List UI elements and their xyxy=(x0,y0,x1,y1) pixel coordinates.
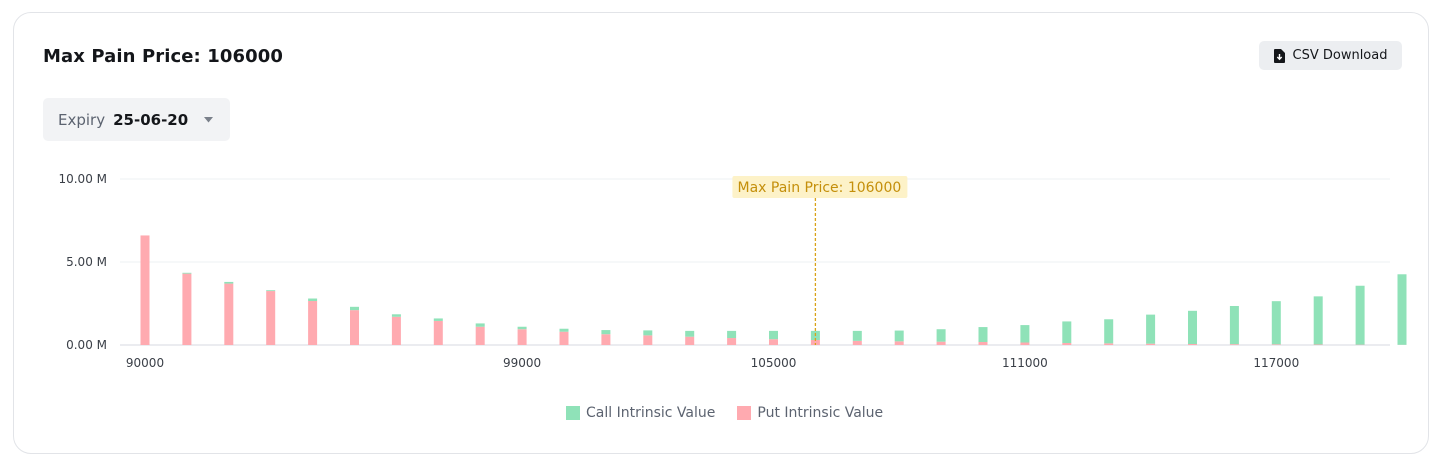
bar-put xyxy=(391,316,401,345)
expiry-label: Expiry xyxy=(58,110,106,129)
legend-item-call[interactable]: Call Intrinsic Value xyxy=(566,405,715,421)
bar-call xyxy=(1313,296,1323,345)
legend-swatch-call xyxy=(566,406,580,420)
bar-put xyxy=(182,273,192,345)
max-pain-card: Max Pain Price: 106000 CSV Download Expi… xyxy=(13,12,1429,454)
x-tick-label: 117000 xyxy=(1253,356,1299,370)
caret-down-icon xyxy=(204,116,214,122)
bar-put xyxy=(475,326,485,345)
max-pain-label: Max Pain Price: 106000 xyxy=(738,180,902,196)
bar-call xyxy=(601,330,611,335)
expiry-value: 25-06-20 xyxy=(113,110,189,129)
y-tick-label: 5.00 M xyxy=(66,255,107,269)
bar-call xyxy=(1104,319,1114,344)
bar-call xyxy=(643,330,653,336)
x-tick-label: 105000 xyxy=(751,356,797,370)
expiry-select[interactable]: Expiry 25-06-20 xyxy=(43,98,230,141)
legend-swatch-put xyxy=(737,406,752,420)
bar-put xyxy=(727,338,737,345)
page-title: Max Pain Price: 106000 xyxy=(43,46,283,67)
bar-put xyxy=(224,283,234,345)
bar-put xyxy=(308,301,318,345)
bar-put xyxy=(517,329,527,345)
bar-call xyxy=(936,329,946,342)
x-tick-label: 90000 xyxy=(126,356,164,370)
bar-call xyxy=(1355,285,1365,345)
bar-put xyxy=(140,235,150,345)
x-tick-label: 99000 xyxy=(503,356,541,370)
max-pain-chart: 0.00 M 5.00 M 10.00 M 90000 99000 105000 11100… xyxy=(58,172,1407,370)
bar-call xyxy=(1062,321,1072,344)
bar-put xyxy=(894,341,904,345)
bar-call xyxy=(1271,301,1281,345)
bar-put xyxy=(1146,343,1156,345)
bar-call xyxy=(1146,314,1156,344)
bar-call xyxy=(894,330,904,342)
bar-put xyxy=(1188,344,1197,345)
bar-call xyxy=(350,306,359,311)
bar-call xyxy=(182,272,192,274)
bar-call xyxy=(769,330,778,340)
bar-put xyxy=(852,340,862,345)
legend-item-put[interactable]: Put Intrinsic Value xyxy=(737,405,883,421)
bar-call xyxy=(1229,305,1239,345)
bar-put xyxy=(1271,344,1281,345)
bar-call xyxy=(685,330,695,337)
bar-call xyxy=(391,314,401,317)
file-download-icon xyxy=(1273,48,1285,63)
bar-call xyxy=(433,318,443,321)
bar-put xyxy=(559,331,569,345)
bar-put xyxy=(978,342,988,345)
bar-call xyxy=(559,328,569,332)
max-pain-label-bg xyxy=(732,176,908,198)
x-tick-label: 111000 xyxy=(1002,356,1048,370)
csv-download-label: CSV Download xyxy=(1292,48,1388,63)
bar-put xyxy=(810,340,820,345)
bar-call xyxy=(266,290,276,292)
y-tick-label: 10.00 M xyxy=(58,172,107,186)
bar-put xyxy=(1020,342,1030,345)
bar-put xyxy=(769,339,778,345)
bar-call xyxy=(517,326,527,330)
bar-call xyxy=(852,330,862,341)
csv-download-button[interactable]: CSV Download xyxy=(1259,41,1402,70)
bar-call xyxy=(1188,310,1197,345)
bar-call xyxy=(727,330,737,339)
y-tick-label: 0.00 M xyxy=(66,338,107,352)
bar-put xyxy=(1229,344,1239,345)
bar-put xyxy=(1062,343,1072,345)
bar-put xyxy=(685,336,695,345)
bar-call xyxy=(308,298,318,302)
bar-put xyxy=(266,291,276,345)
bar-put xyxy=(1104,343,1114,345)
bar-call xyxy=(1397,274,1407,345)
chart-legend: Call Intrinsic Value Put Intrinsic Value xyxy=(566,405,905,421)
legend-label-call: Call Intrinsic Value xyxy=(586,405,716,421)
bar-put xyxy=(350,310,359,345)
legend-label-put: Put Intrinsic Value xyxy=(757,405,884,421)
bar-call xyxy=(978,327,988,343)
bar-put xyxy=(433,320,443,345)
bar-call xyxy=(1020,325,1030,343)
bar-put xyxy=(643,335,653,345)
bar-put xyxy=(601,334,611,345)
bar-call xyxy=(224,281,234,284)
bar-call xyxy=(475,323,485,327)
bar-put xyxy=(936,341,946,345)
